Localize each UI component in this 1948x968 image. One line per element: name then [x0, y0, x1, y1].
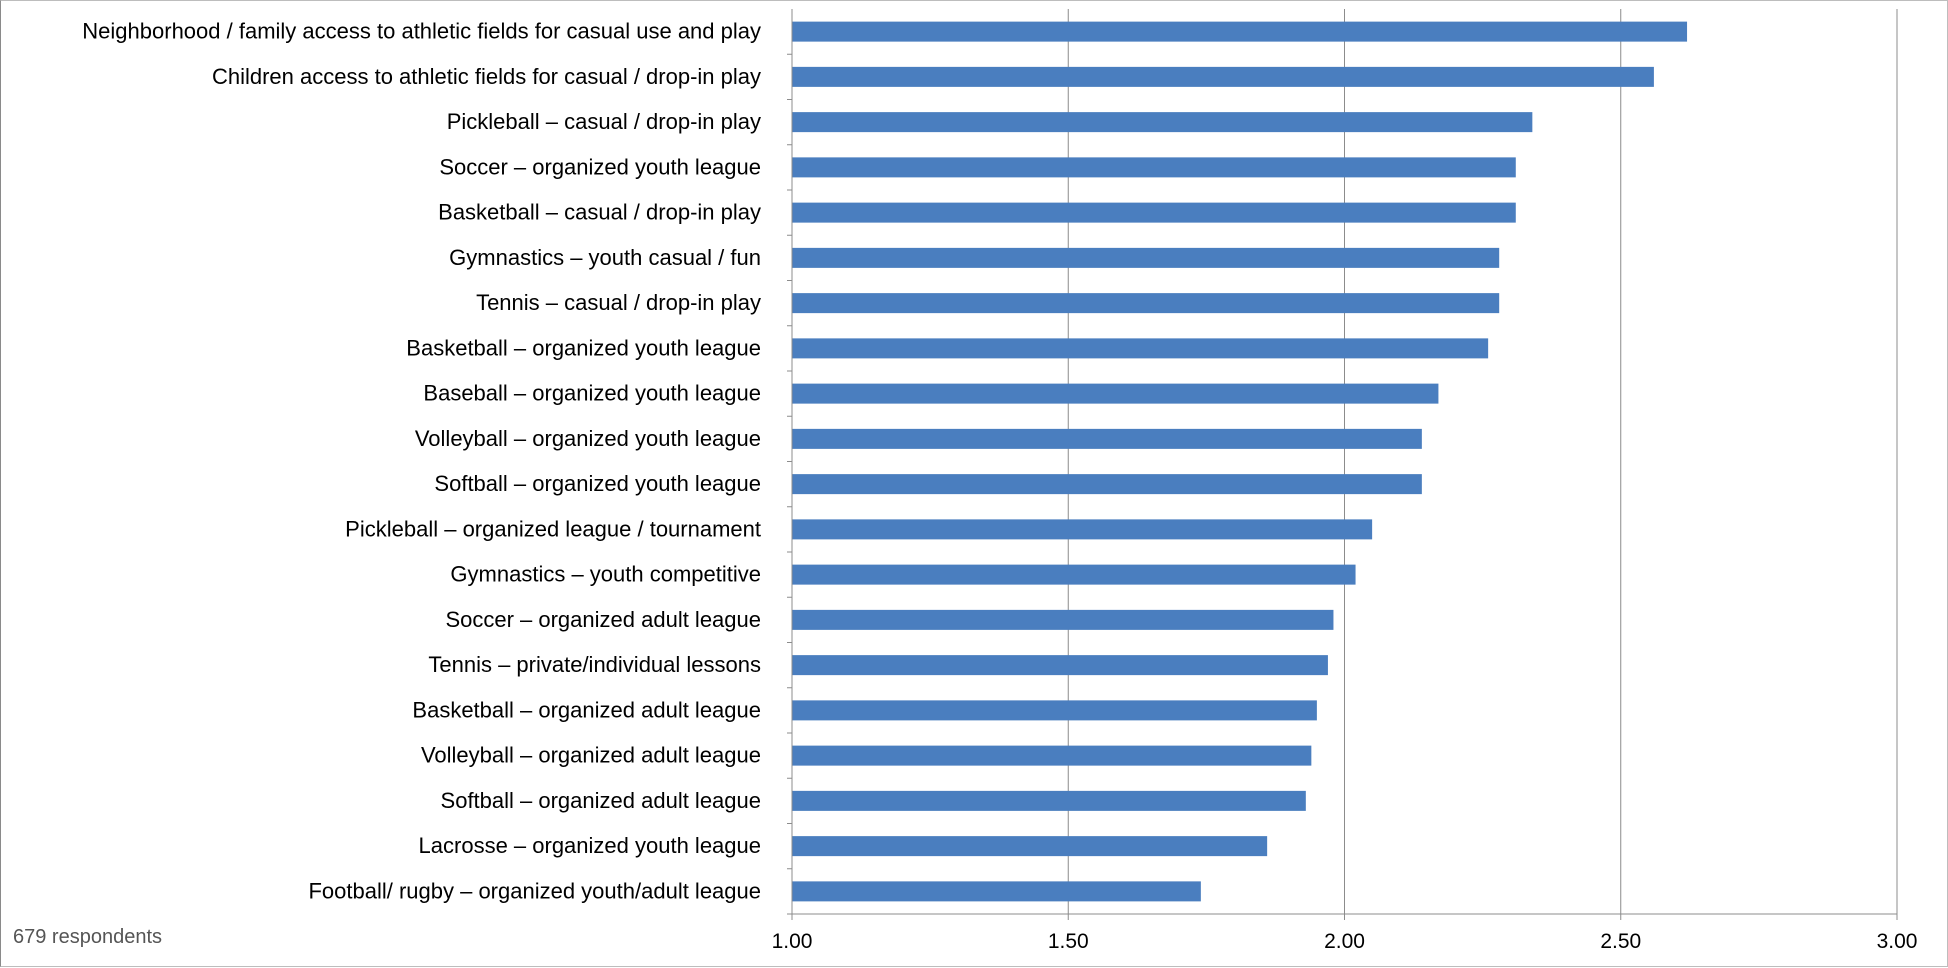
- bar-18: [792, 790, 1306, 811]
- category-labels: Neighborhood / family access to athletic…: [82, 19, 761, 904]
- bar-16: [792, 700, 1317, 721]
- respondents-note: 679 respondents: [13, 926, 163, 948]
- category-label-18: Softball – organized adult league: [441, 788, 761, 813]
- bar-15: [792, 655, 1328, 676]
- bar-8: [792, 338, 1489, 359]
- category-label-4: Soccer – organized youth league: [439, 154, 761, 179]
- category-label-6: Gymnastics – youth casual / fun: [449, 245, 761, 270]
- bar-10: [792, 428, 1422, 449]
- bar-2: [792, 66, 1654, 87]
- category-label-15: Tennis – private/individual lessons: [428, 652, 761, 677]
- category-label-19: Lacrosse – organized youth league: [419, 833, 761, 858]
- category-label-5: Basketball – casual / drop-in play: [438, 200, 761, 225]
- category-label-16: Basketball – organized adult league: [412, 697, 761, 722]
- category-label-11: Softball – organized youth league: [434, 471, 761, 496]
- x-tick-label-0: 1.00: [772, 930, 813, 953]
- bar-1: [792, 21, 1688, 42]
- x-tick-label-1: 1.50: [1048, 930, 1089, 953]
- x-tick-labels: 1.00 1.50 2.00 2.50 3.00: [772, 930, 1918, 953]
- category-label-20: Football/ rugby – organized youth/adult …: [308, 878, 761, 903]
- bars: [792, 21, 1688, 902]
- category-label-9: Baseball – organized youth league: [423, 381, 761, 406]
- axes: [787, 9, 1898, 920]
- category-label-12: Pickleball – organized league / tourname…: [345, 516, 761, 541]
- bar-11: [792, 474, 1422, 495]
- category-label-1: Neighborhood / family access to athletic…: [82, 19, 761, 44]
- bar-12: [792, 519, 1373, 540]
- gridlines: [1067, 9, 1898, 914]
- category-label-10: Volleyball – organized youth league: [415, 426, 761, 451]
- category-label-13: Gymnastics – youth competitive: [450, 562, 761, 587]
- x-tick-label-2: 2.00: [1324, 930, 1365, 953]
- bar-5: [792, 202, 1516, 223]
- bar-6: [792, 247, 1500, 268]
- bar-3: [792, 112, 1533, 133]
- x-tick-label-4: 3.00: [1877, 930, 1918, 953]
- bar-7: [792, 293, 1500, 314]
- category-label-8: Basketball – organized youth league: [406, 335, 761, 360]
- bar-9: [792, 383, 1439, 404]
- category-label-14: Soccer – organized adult league: [445, 607, 761, 632]
- bar-17: [792, 745, 1312, 766]
- bar-14: [792, 609, 1334, 630]
- bar-13: [792, 564, 1356, 585]
- category-label-2: Children access to athletic fields for c…: [212, 64, 761, 89]
- category-label-3: Pickleball – casual / drop-in play: [447, 109, 761, 134]
- bar-19: [792, 836, 1268, 857]
- x-tick-label-3: 2.50: [1600, 930, 1641, 953]
- category-label-7: Tennis – casual / drop-in play: [476, 290, 761, 315]
- bar-20: [792, 881, 1201, 902]
- bar-4: [792, 157, 1516, 178]
- category-label-17: Volleyball – organized adult league: [421, 743, 761, 768]
